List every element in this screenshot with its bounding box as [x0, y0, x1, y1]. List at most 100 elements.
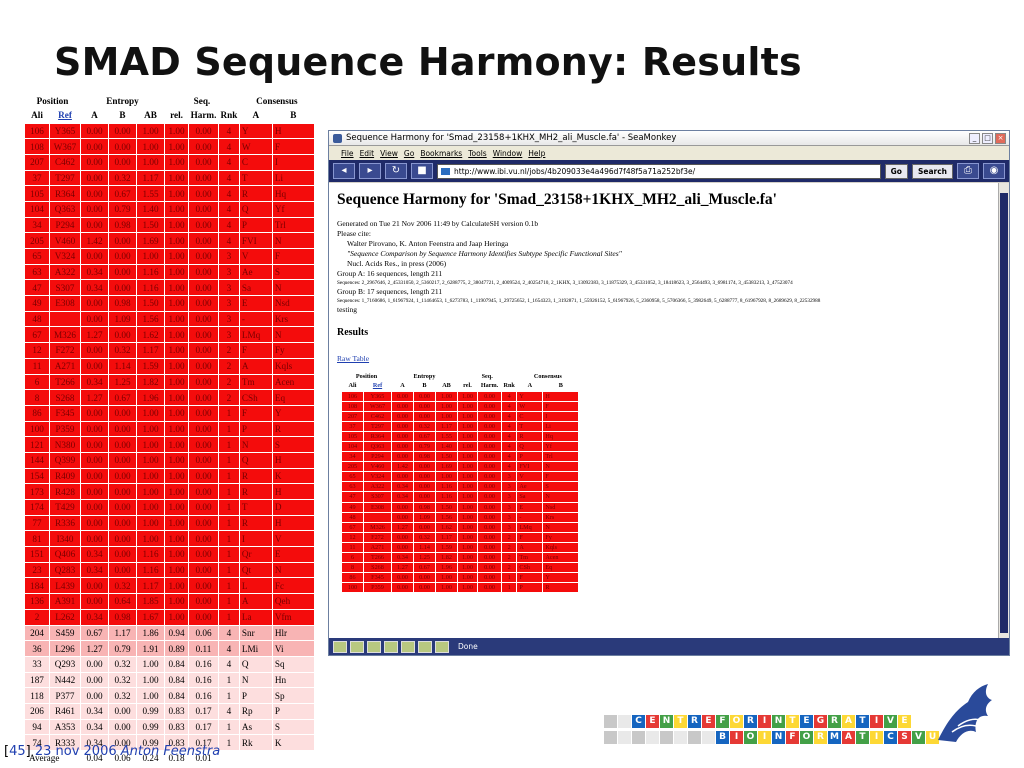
- table-cell: 1.69: [136, 232, 165, 249]
- table-cell: 1.96: [136, 389, 165, 406]
- table-cell: S: [271, 436, 315, 453]
- table-cell: 0.32: [108, 577, 137, 595]
- composer-icon[interactable]: [367, 640, 381, 653]
- table-cell: 0.00: [108, 451, 137, 469]
- logo-letter: F: [786, 731, 799, 744]
- table-cell: 1.00: [164, 546, 189, 563]
- mini-col-ref-link[interactable]: Ref: [363, 381, 392, 391]
- window-titlebar[interactable]: Sequence Harmony for 'Smad_23158+1KHX_MH…: [329, 131, 1009, 146]
- mini-table-row: 205 V460 1.42 0.00 1.69 1.00 0.00 4 FVI N: [341, 461, 580, 473]
- table-cell: 100: [24, 420, 50, 438]
- maximize-button[interactable]: □: [982, 132, 993, 144]
- table-cell: 1.27: [80, 326, 109, 344]
- table-row: 48 0.00 1.09 1.56 1.00 0.00 3- Krs: [24, 310, 315, 328]
- mini-table-row: 34 P294 0.00 0.98 1.50 1.00 0.00 4 P Trl: [341, 451, 580, 463]
- mini-table-cell: R: [516, 430, 544, 442]
- mini-table-cell: 47: [341, 491, 364, 503]
- mini-table-cell: 1.00: [457, 511, 478, 523]
- col-b: B: [108, 108, 137, 123]
- table-cell: 0.00: [80, 169, 109, 187]
- mini-table-cell: 0.32: [413, 420, 436, 432]
- table-cell: Q: [238, 451, 273, 469]
- mini-table-cell: Yf: [542, 440, 580, 453]
- logo-letter: A: [842, 715, 855, 728]
- table-cell: Hlr: [271, 624, 315, 642]
- table-cell: Li: [271, 169, 315, 187]
- col-ref-link[interactable]: Ref: [49, 108, 81, 123]
- table-cell: 1: [218, 404, 240, 422]
- url-input[interactable]: http://www.ibi.vu.nl/jobs/4b209033e4a496…: [437, 163, 881, 179]
- minimize-button[interactable]: _: [969, 132, 980, 144]
- table-cell: 4: [218, 702, 240, 720]
- mini-table-cell: 0.67: [413, 430, 436, 442]
- table-cell: 1.00: [136, 138, 165, 155]
- mini-col-ab: AB: [435, 381, 458, 391]
- menu-go[interactable]: Go: [403, 148, 415, 158]
- table-cell: 1.00: [164, 561, 189, 579]
- table-cell: 0.00: [80, 342, 109, 359]
- back-icon[interactable]: ◂: [333, 163, 355, 179]
- mini-table-cell: V324: [363, 471, 392, 483]
- stop-icon[interactable]: ■: [411, 163, 433, 179]
- mini-table-cell: 0.00: [413, 521, 436, 533]
- raw-table-link[interactable]: Raw Table: [337, 354, 370, 363]
- mini-table-cell: 1.00: [457, 481, 478, 493]
- mini-table-cell: Sa: [516, 491, 544, 503]
- table-cell: 4: [218, 216, 240, 234]
- reload-icon[interactable]: ↻: [385, 163, 407, 179]
- mini-table-cell: 1.00: [457, 400, 478, 412]
- vertical-scrollbar[interactable]: [998, 183, 1009, 639]
- mini-table-cell: 1.25: [413, 551, 436, 564]
- address-book-icon[interactable]: [384, 640, 398, 653]
- menu-window[interactable]: Window: [492, 148, 523, 158]
- table-cell: 1.00: [136, 122, 165, 140]
- menu-bookmarks[interactable]: Bookmarks: [420, 148, 463, 158]
- mini-table-cell: 0.00: [413, 471, 436, 483]
- table-row: 63 A322 0.34 0.00 1.16 1.00 0.00 3 Ae S: [24, 263, 315, 281]
- menu-view[interactable]: View: [380, 148, 398, 158]
- close-button[interactable]: ×: [995, 132, 1006, 144]
- mini-table-cell: 0.00: [413, 491, 436, 503]
- table-cell: 106: [24, 122, 50, 140]
- forward-icon[interactable]: ▸: [359, 163, 381, 179]
- go-button[interactable]: Go: [884, 163, 908, 179]
- table-cell: 6: [24, 373, 50, 391]
- mini-table-row: 12 F272 0.00 0.32 1.17 1.00 0.00 2 F Fy: [341, 531, 580, 543]
- navigator-icon[interactable]: [333, 640, 347, 653]
- mini-table-row: 65 V324 0.00 0.00 1.00 1.00 0.00 3 V F: [341, 471, 580, 483]
- logo-letter: I: [870, 731, 883, 744]
- table-cell: 0.34: [80, 608, 109, 626]
- search-button[interactable]: Search: [911, 163, 953, 179]
- print-icon[interactable]: ⎙: [957, 163, 979, 179]
- table-cell: 0.99: [136, 734, 165, 751]
- menu-edit[interactable]: Edit: [359, 148, 375, 158]
- table-cell: R336: [49, 514, 81, 532]
- mail-icon[interactable]: [350, 640, 364, 653]
- edit-icon[interactable]: [435, 640, 449, 653]
- table-cell: 0.00: [188, 483, 219, 500]
- mini-table-cell: 0.00: [413, 410, 436, 422]
- table-cell: Nsd: [271, 295, 315, 312]
- table-cell: A271: [49, 357, 81, 375]
- mini-header-consensus: Consensus: [516, 371, 579, 381]
- scroll-thumb[interactable]: [1000, 193, 1008, 633]
- menu-tools[interactable]: Tools: [468, 148, 487, 158]
- table-cell: H: [271, 514, 315, 532]
- chat-icon[interactable]: [401, 640, 415, 653]
- menu-help[interactable]: Help: [528, 148, 546, 158]
- table-cell: Sq: [271, 655, 315, 673]
- menu-file[interactable]: File: [341, 148, 354, 158]
- table-cell: 2: [218, 373, 240, 391]
- table-cell: 1: [218, 593, 240, 610]
- mini-table-cell: 48: [341, 511, 364, 523]
- mini-table-cell: 1.69: [435, 461, 458, 473]
- table-cell: 0.00: [188, 436, 219, 453]
- table-cell: 0.84: [164, 671, 189, 689]
- mini-table-cell: 0.00: [477, 531, 502, 543]
- mini-col-a: A: [391, 381, 414, 391]
- table-row: 67 M326 1.27 0.00 1.62 1.00 0.00 3 LMq N: [24, 326, 315, 344]
- table-cell: 0.64: [108, 593, 137, 610]
- table-cell: 104: [24, 200, 50, 218]
- table-cell: 1.00: [136, 687, 165, 704]
